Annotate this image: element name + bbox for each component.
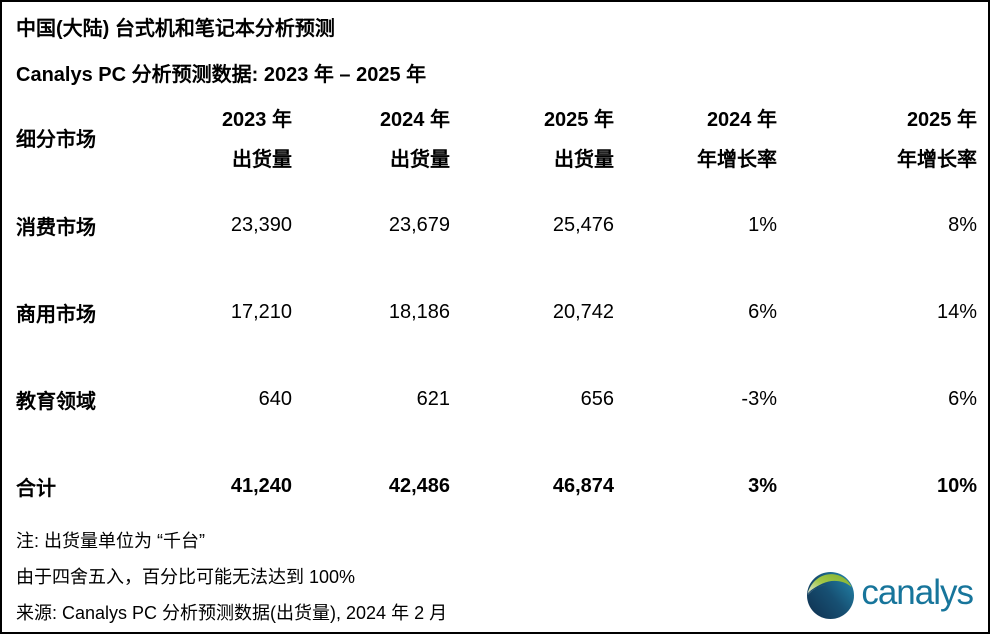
column-header-segment: 细分市场 bbox=[16, 129, 96, 151]
column-header-2024-shipments: 2024 年 出货量 bbox=[379, 109, 450, 171]
canalys-logo: canalys bbox=[807, 572, 974, 619]
cell-2023-shipments: 41,240 bbox=[230, 475, 292, 497]
table-body: 消费市场 23,390 23,679 25,476 1% 8% 商用市场 17,… bbox=[16, 182, 977, 530]
column-header-2024-growth: 2024 年 年增长率 bbox=[697, 109, 777, 171]
table-header-row: 细分市场 2023 年 出货量 2024 年 出货量 2025 年 出货量 20… bbox=[16, 100, 977, 180]
cell-2025-growth: 14% bbox=[936, 301, 977, 323]
footnote-rounding: 由于四舍五入，百分比可能无法达到 100% bbox=[16, 567, 356, 587]
cell-2024-growth: -3% bbox=[741, 388, 777, 410]
footnote-unit: 注: 出货量单位为 “千台” bbox=[16, 531, 205, 551]
row-label: 合计 bbox=[16, 478, 56, 500]
footnotes: 注: 出货量单位为 “千台” 由于四舍五入，百分比可能无法达到 100% 来源:… bbox=[16, 523, 447, 631]
cell-2024-growth: 6% bbox=[748, 301, 777, 323]
page-title: 中国(大陆) 台式机和笔记本分析预测 bbox=[16, 18, 335, 40]
cell-2023-shipments: 640 bbox=[258, 388, 292, 410]
column-header-2025-growth: 2025 年 年增长率 bbox=[897, 109, 977, 171]
cell-2025-shipments: 25,476 bbox=[552, 214, 614, 236]
cell-2025-growth: 8% bbox=[948, 214, 977, 236]
cell-2023-shipments: 23,390 bbox=[230, 214, 292, 236]
table-row-consumer: 消费市场 23,390 23,679 25,476 1% 8% bbox=[16, 182, 977, 269]
cell-2025-shipments: 46,874 bbox=[552, 475, 614, 497]
row-label: 消费市场 bbox=[16, 217, 96, 239]
cell-2025-growth: 10% bbox=[936, 475, 977, 497]
cell-2024-shipments: 18,186 bbox=[388, 301, 450, 323]
column-header-2023-shipments: 2023 年 出货量 bbox=[221, 109, 292, 171]
cell-2024-shipments: 23,679 bbox=[388, 214, 450, 236]
row-label: 商用市场 bbox=[16, 304, 96, 326]
table-row-commercial: 商用市场 17,210 18,186 20,742 6% 14% bbox=[16, 269, 977, 356]
column-header-2025-shipments: 2025 年 出货量 bbox=[543, 109, 614, 171]
page-subtitle: Canalys PC 分析预测数据: 2023 年 – 2025 年 bbox=[16, 64, 427, 86]
cell-2024-shipments: 621 bbox=[416, 388, 450, 410]
canalys-globe-icon bbox=[807, 572, 855, 619]
cell-2024-growth: 1% bbox=[748, 214, 777, 236]
table-row-education: 教育领域 640 621 656 -3% 6% bbox=[16, 356, 977, 443]
row-label: 教育领域 bbox=[16, 391, 96, 413]
table-row-total: 合计 41,240 42,486 46,874 3% 10% bbox=[16, 443, 977, 530]
cell-2024-shipments: 42,486 bbox=[388, 475, 450, 497]
cell-2023-shipments: 17,210 bbox=[230, 301, 292, 323]
footnote-source: 来源: Canalys PC 分析预测数据(出货量), 2024 年 2 月 bbox=[16, 603, 448, 623]
cell-2025-shipments: 20,742 bbox=[552, 301, 614, 323]
canalys-wordmark: canalys bbox=[861, 573, 974, 612]
cell-2025-shipments: 656 bbox=[580, 388, 614, 410]
cell-2024-growth: 3% bbox=[748, 475, 777, 497]
cell-2025-growth: 6% bbox=[948, 388, 977, 410]
